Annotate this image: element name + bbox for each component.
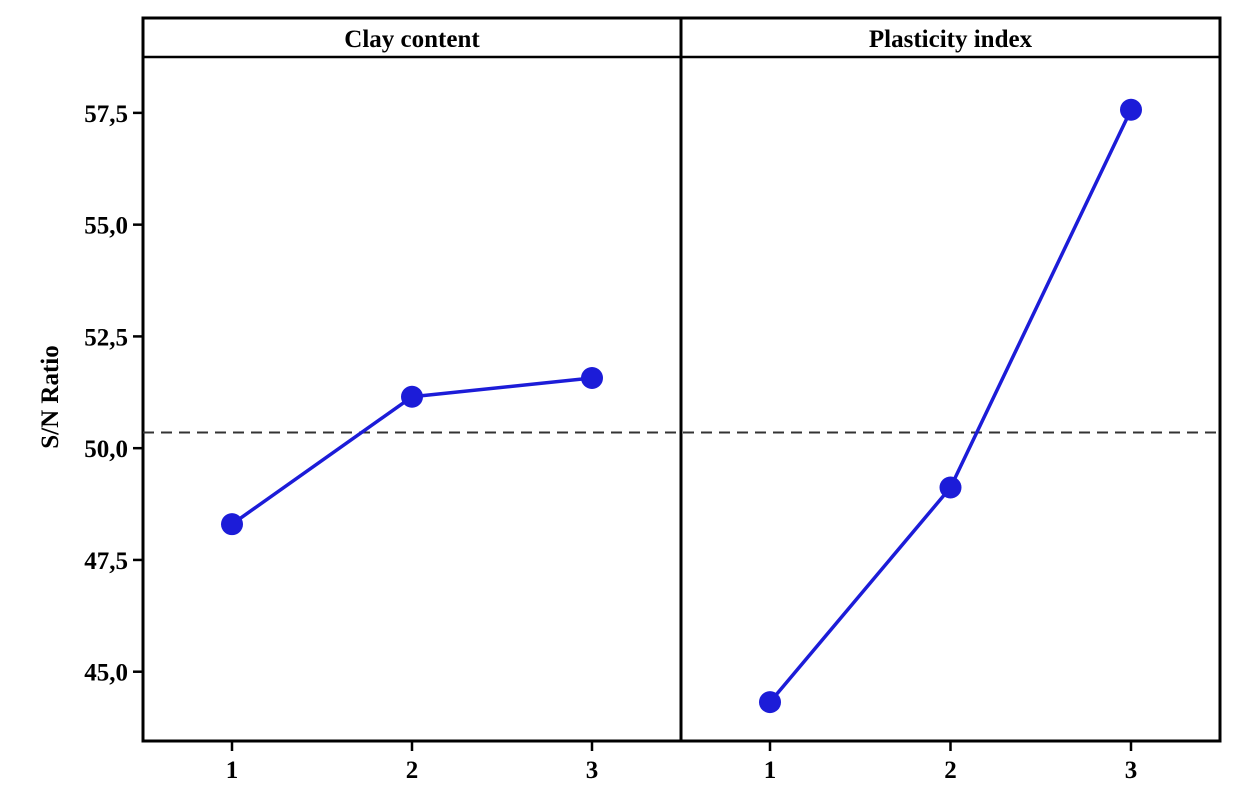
data-point — [401, 385, 423, 408]
series-layer — [221, 98, 1142, 714]
x-tick-label: 1 — [226, 757, 239, 784]
data-point — [221, 513, 243, 536]
panel-title-2: Plasticity index — [869, 26, 1033, 53]
y-tick-label: 47,5 — [84, 548, 128, 575]
y-tick-label: 57,5 — [84, 101, 128, 128]
panel-title-1: Clay content — [344, 26, 480, 53]
data-point — [1120, 98, 1142, 121]
x-tick-label: 2 — [406, 757, 419, 784]
axes-layer: 45,0 47,5 50,0 52,5 55,0 57,5 1 2 3 1 2 3 — [84, 101, 1137, 784]
series-line-2 — [768, 108, 1133, 704]
y-tick-label: 50,0 — [84, 436, 128, 463]
x-tick-label: 2 — [944, 757, 957, 784]
y-tick-label: 55,0 — [84, 213, 128, 240]
y-tick-label: 52,5 — [84, 324, 128, 351]
data-point — [581, 366, 603, 389]
x-tick-label: 3 — [1125, 757, 1138, 784]
y-axis-title: S/N Ratio — [37, 345, 64, 448]
chart-frame: Clay content Plasticity index — [141, 16, 1222, 743]
x-tick-label: 1 — [764, 757, 777, 784]
data-point — [939, 476, 962, 499]
data-point — [759, 691, 781, 714]
x-tick-label: 3 — [586, 757, 599, 784]
y-tick-label: 45,0 — [84, 660, 128, 687]
